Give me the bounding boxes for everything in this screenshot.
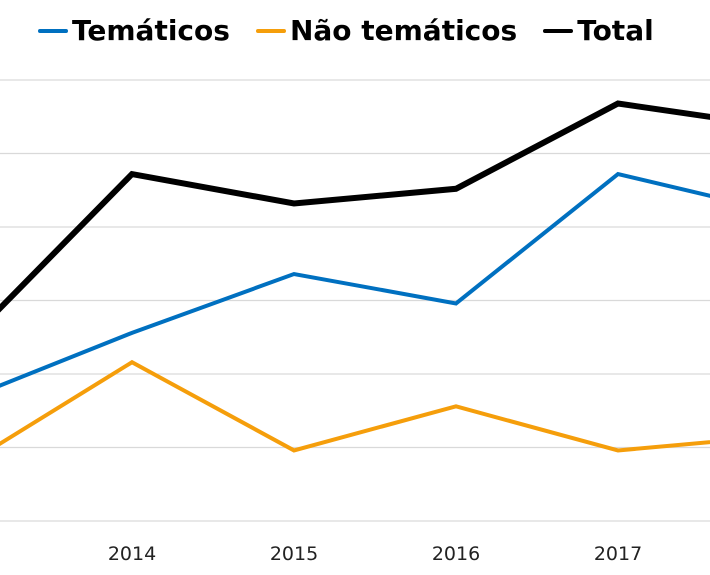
- legend-swatch-total: [543, 28, 574, 33]
- x-tick-label: 2014: [108, 543, 156, 565]
- legend-label-tematicos: Temáticos: [72, 14, 230, 47]
- series-line-total: [0, 100, 710, 313]
- legend-entry-tematicos: Temáticos: [38, 14, 230, 47]
- series-line-tematicos: [0, 171, 710, 388]
- gridlines: [0, 79, 710, 522]
- legend-swatch-tematicos: [38, 28, 68, 33]
- legend-label-nao-tematicos: Não temáticos: [289, 14, 518, 47]
- legend-swatch-nao-tematicos: [255, 28, 286, 33]
- chart-legend: Temáticos Não temáticos Total: [38, 14, 654, 47]
- series-line-nao-tematicos: [0, 359, 710, 453]
- x-axis-tick-labels: 2014 2015 2016 2017: [108, 543, 642, 565]
- x-tick-label: 2015: [270, 543, 318, 565]
- legend-label-total: Total: [577, 14, 654, 47]
- series-lines: [0, 100, 710, 453]
- legend-entry-total: Total: [543, 14, 654, 47]
- x-tick-label: 2017: [594, 543, 642, 565]
- legend-entry-nao-tematicos: Não temáticos: [255, 14, 518, 47]
- x-tick-label: 2016: [432, 543, 480, 565]
